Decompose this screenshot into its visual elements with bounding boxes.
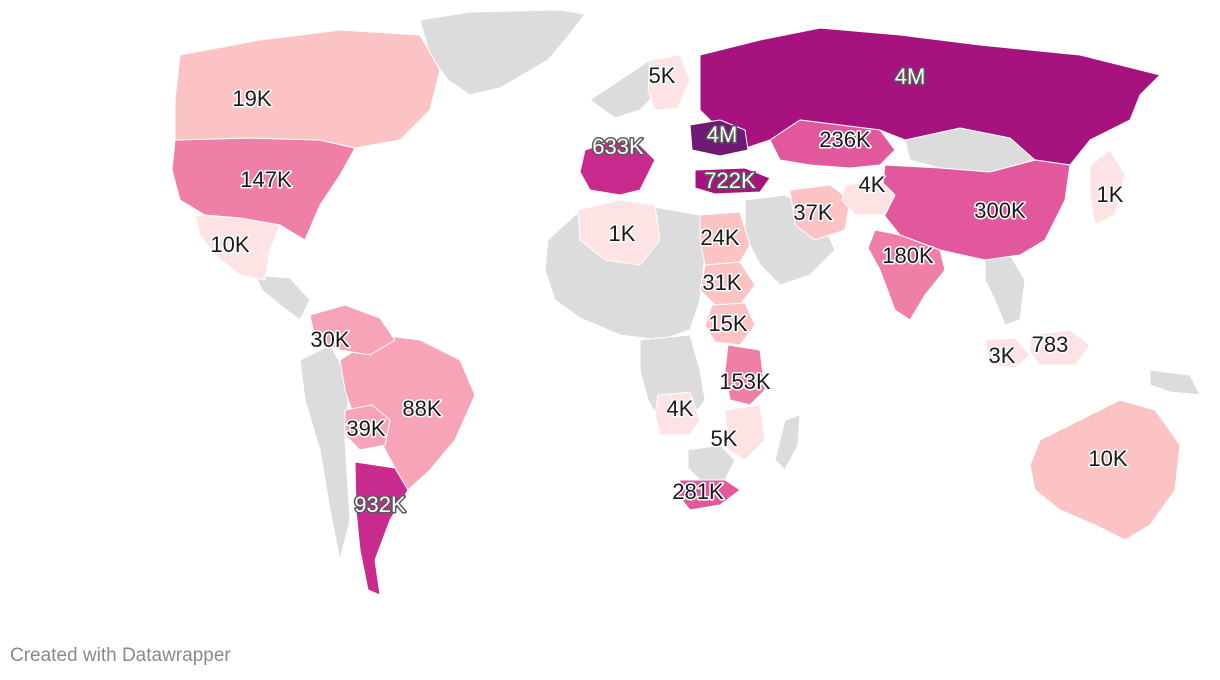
region-turkey[interactable] [694, 167, 771, 195]
value-label-united-states: 147K [240, 167, 292, 192]
value-label-venezuela: 30K [310, 327, 349, 352]
region-mozambique[interactable] [724, 404, 766, 461]
region-india[interactable] [867, 229, 946, 321]
value-label-mexico: 10K [210, 232, 249, 257]
value-label-finland: 5K [649, 63, 676, 88]
region-sudan[interactable] [699, 211, 751, 266]
value-label-afghanistan: 4K [859, 172, 886, 197]
region-ukraine[interactable] [689, 119, 749, 157]
value-label-angola: 4K [667, 396, 694, 421]
central-america-shape [254, 274, 311, 321]
madagascar-shape [774, 414, 801, 471]
value-labels: 4M 4M 932K 722K 633K 300K 281K 236K 180K 153K 147K… [209, 62, 1129, 519]
value-label-tanzania: 153K [719, 369, 771, 394]
value-label-malaysia: 3K [989, 343, 1016, 368]
value-label-brazil: 88K [402, 396, 441, 421]
region-mexico[interactable] [194, 214, 281, 281]
value-label-sudan: 24K [700, 225, 739, 250]
value-label-turkey: 722K [704, 168, 756, 193]
value-label-ethiopia: 31K [702, 270, 741, 295]
region-malaysia[interactable] [984, 337, 1031, 369]
value-label-algeria: 1K [609, 221, 636, 246]
region-bolivia[interactable] [344, 404, 391, 451]
value-label-indonesia: 783 [1032, 332, 1069, 357]
southeast-asia-shape [984, 254, 1026, 326]
value-label-australia: 10K [1088, 446, 1127, 471]
region-kazakhstan[interactable] [769, 119, 896, 169]
value-label-iran: 37K [793, 200, 832, 225]
value-label-south-africa: 281K [672, 479, 724, 504]
value-label-japan: 1K [1097, 182, 1124, 207]
value-label-canada: 19K [232, 86, 271, 111]
value-label-ukraine: 4M [707, 122, 738, 147]
data-regions [171, 27, 1181, 596]
region-finland[interactable] [647, 54, 691, 111]
region-spain-italy[interactable] [579, 139, 656, 196]
new-guinea-shape [1149, 369, 1201, 396]
region-kenya[interactable] [704, 302, 756, 346]
world-choropleth-map: 4M 4M 932K 722K 633K 300K 281K 236K 180K 153K 147K… [171, 9, 1201, 596]
region-iran[interactable] [789, 184, 851, 241]
value-label-russia: 4M [895, 64, 926, 89]
value-label-china: 300K [974, 198, 1026, 223]
region-afghanistan[interactable] [841, 179, 896, 216]
region-south-africa[interactable] [677, 479, 741, 511]
region-angola[interactable] [654, 391, 701, 436]
value-label-india: 180K [882, 243, 934, 268]
value-label-kazakhstan: 236K [819, 127, 871, 152]
region-venezuela[interactable] [309, 304, 396, 356]
value-label-mozambique: 5K [711, 426, 738, 451]
region-canada[interactable] [174, 29, 441, 149]
value-label-argentina: 932K [354, 492, 406, 517]
region-australia[interactable] [1029, 399, 1181, 541]
region-indonesia[interactable] [1029, 329, 1091, 366]
region-algeria[interactable] [577, 199, 661, 266]
region-argentina[interactable] [354, 461, 409, 596]
region-tanzania[interactable] [724, 344, 766, 406]
value-label-spain-italy: 633K [592, 134, 644, 159]
value-label-bolivia: 39K [346, 416, 385, 441]
region-japan[interactable] [1089, 149, 1126, 226]
greenland-shape [419, 9, 586, 96]
value-label-kenya: 15K [708, 311, 747, 336]
credit-text: Created with Datawrapper [10, 645, 231, 666]
